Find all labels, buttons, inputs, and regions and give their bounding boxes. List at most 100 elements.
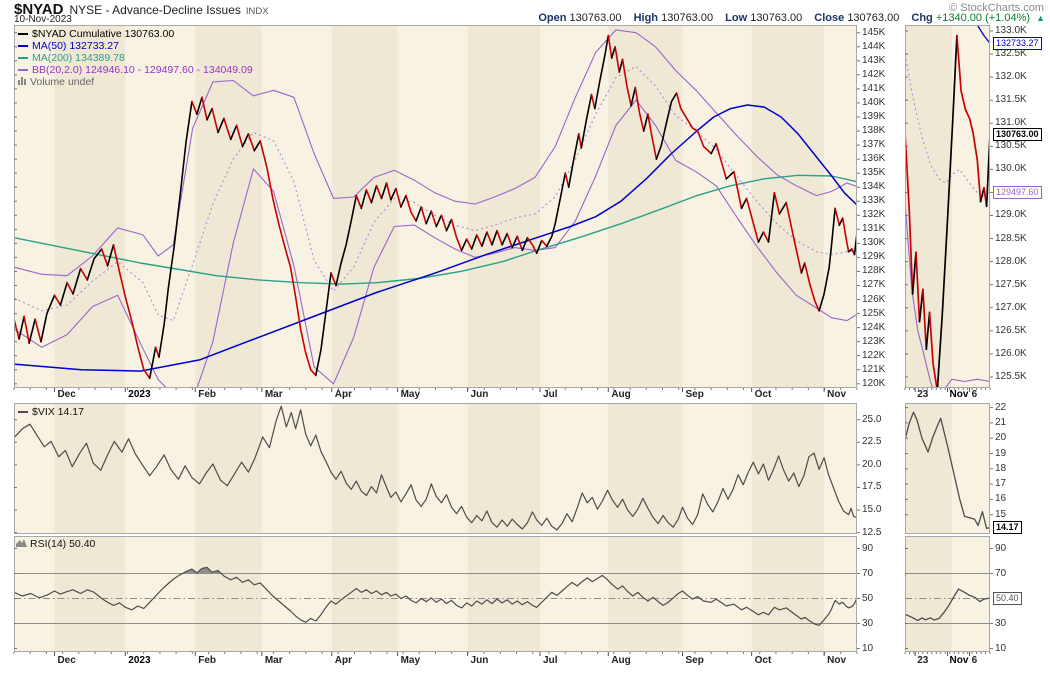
y-axis-label: 22.5 (862, 436, 882, 448)
y-axis-label: 10 (862, 642, 874, 654)
y-axis-label: 125K (862, 307, 886, 319)
y-axis-label: 128.5K (995, 232, 1027, 244)
legend-text: BB(20,2.0) 124946.10 - 129497.60 - 13404… (32, 64, 253, 76)
x-axis-month-label: Oct (754, 655, 772, 666)
page-title: NYSE - Advance-Decline Issues (69, 3, 241, 17)
high-label: High (633, 12, 659, 24)
x-axis-day-label: 6 (971, 389, 978, 400)
symbol: $NYAD (14, 1, 64, 18)
x-axis-month-label: Apr (334, 655, 353, 666)
x-axis-day-label: 6 (971, 655, 978, 666)
x-axis-month-label: Jun (470, 655, 489, 666)
y-axis-label: 90 (995, 542, 1007, 554)
legend-row: RSI(14) 50.40 (16, 538, 95, 550)
y-axis-label: 12.5 (862, 526, 882, 538)
y-axis-label: 141K (862, 82, 886, 94)
y-axis-label: 132.5K (995, 48, 1027, 60)
legend-dash-icon (18, 411, 28, 413)
x-axis-month-label: Dec (57, 655, 76, 666)
y-axis-label: 70 (995, 567, 1007, 579)
y-axis-label: 30 (862, 617, 874, 629)
y-axis-label: 131K (862, 223, 886, 235)
y-axis-label: 126.5K (995, 324, 1027, 336)
price-tag: 129497.60 (993, 186, 1042, 200)
y-axis-label: 15.0 (862, 504, 882, 516)
exchange-label: INDX (245, 6, 269, 17)
main-chart-legend: $NYAD Cumulative 130763.00 MA(50) 132733.… (18, 28, 253, 88)
x-axis-day-label: 23 (917, 389, 929, 400)
legend-dash-icon (18, 69, 28, 71)
chg-label: Chg (911, 12, 933, 24)
x-axis-month-label: Feb (198, 389, 217, 400)
y-axis-label: 142K (862, 68, 886, 80)
y-axis-label: 25.0 (862, 413, 882, 425)
legend-text: RSI(14) 50.40 (30, 538, 96, 550)
y-axis-label: 134K (862, 181, 886, 193)
chart-header: $NYAD NYSE - Advance-Decline Issues INDX (14, 1, 269, 19)
legend-text: MA(200) 134389.78 (32, 52, 125, 64)
y-axis-label: 20.0 (862, 458, 882, 470)
quote-summary: Open 130763.00 High 130763.00 Low 130763… (529, 12, 1045, 24)
y-axis-label: 126K (862, 293, 886, 305)
high-value: 130763.00 (661, 12, 714, 24)
y-axis-label: 70 (862, 567, 874, 579)
legend-text: $NYAD Cumulative 130763.00 (32, 28, 175, 40)
price-tag: 130763.00 (993, 127, 1042, 141)
chg-value: +1340.00 (+1.04%) (935, 12, 1031, 24)
open-value: 130763.00 (569, 12, 622, 24)
x-axis-month-label: May (400, 655, 421, 666)
y-axis-label: 30 (995, 617, 1007, 629)
legend-row: $VIX 14.17 (18, 406, 84, 418)
y-axis-label: 131.0K (995, 117, 1027, 129)
y-axis-label: 132K (862, 209, 886, 221)
y-axis-label: 19 (995, 447, 1007, 459)
y-axis-label: 136K (862, 153, 886, 165)
x-axis-day-label: 23 (917, 655, 929, 666)
chart-date: 10-Nov-2023 (14, 14, 72, 25)
x-axis-month-label: May (400, 389, 421, 400)
legend-dash-icon (18, 33, 28, 35)
x-axis-day-label: Nov (949, 389, 969, 400)
x-axis-day-label: Nov (949, 655, 969, 666)
y-axis-label: 127.0K (995, 301, 1027, 313)
y-axis-label: 16 (995, 493, 1007, 505)
y-axis-label: 126.0K (995, 347, 1027, 359)
y-axis-label: 130.0K (995, 163, 1027, 175)
x-axis-month-label: Jul (543, 389, 558, 400)
close-value: 130763.00 (847, 12, 900, 24)
y-axis-label: 20 (995, 432, 1007, 444)
open-label: Open (538, 12, 567, 24)
x-axis-month-label: Sep (685, 655, 704, 666)
y-axis-label: 17 (995, 478, 1007, 490)
price-tag: 14.17 (993, 520, 1022, 534)
y-axis-label: 129.0K (995, 209, 1027, 221)
y-axis-label: 129K (862, 251, 886, 263)
y-axis-label: 140K (862, 96, 886, 108)
legend-row: MA(50) 132733.27 (18, 40, 253, 52)
y-axis-label: 130K (862, 237, 886, 249)
y-axis-label: 137K (862, 139, 886, 151)
up-arrow-icon: ▲ (1036, 13, 1045, 23)
y-axis-label: 90 (862, 542, 874, 554)
x-axis-month-label: Nov (827, 389, 847, 400)
legend-text: Volume undef (30, 76, 95, 88)
y-axis-label: 135K (862, 167, 886, 179)
x-axis-month-label: Oct (754, 389, 772, 400)
y-axis-label: 130.5K (995, 140, 1027, 152)
legend-dash-icon (18, 45, 28, 47)
x-axis-month-label: 2023 (128, 655, 151, 666)
y-axis-label: 138K (862, 125, 886, 137)
low-value: 130763.00 (750, 12, 803, 24)
price-tag: 50.40 (993, 591, 1022, 605)
y-axis-label: 123K (862, 335, 886, 347)
stockcharts-credit: © StockCharts.com (949, 2, 1044, 14)
y-axis-label: 127K (862, 279, 886, 291)
y-axis-label: 131.5K (995, 94, 1027, 106)
y-axis-label: 144K (862, 40, 886, 52)
legend-row: BB(20,2.0) 124946.10 - 129497.60 - 13404… (18, 64, 253, 76)
x-axis-month-label: Aug (611, 389, 631, 400)
y-axis-label: 133K (862, 195, 886, 207)
y-axis-label: 139K (862, 110, 886, 122)
